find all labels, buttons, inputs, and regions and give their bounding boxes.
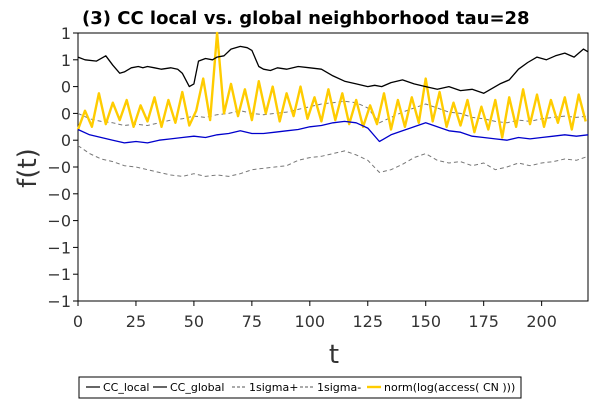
legend-label: CC_local [103, 381, 150, 394]
x-axis: 0 25 50 75 100 125 150 175 200 [73, 301, 557, 331]
x-tick-label: 0 [73, 312, 83, 331]
x-tick-label: 150 [410, 312, 441, 331]
x-axis-label: t [329, 340, 339, 370]
y-tick-label: 1 [61, 24, 71, 43]
y-tick-label: 0 [61, 104, 71, 123]
legend-label: CC_global [170, 381, 224, 394]
y-tick-label: −0 [47, 212, 71, 231]
y-tick-label: 0 [61, 131, 71, 150]
y-tick-label: −0 [47, 158, 71, 177]
y-tick-label: −1 [47, 238, 71, 257]
y-tick-label: −0 [47, 185, 71, 204]
legend: CC_local CC_global 1sigma+ 1sigma-norm(log(… [78, 376, 522, 399]
x-tick-label: 25 [126, 312, 146, 331]
series-line-1sigma [77, 145, 589, 177]
series-line-cc-local [77, 45, 589, 94]
y-tick-label: 1 [61, 51, 71, 70]
chart-title: (3) CC local vs. global neighborhood tau… [82, 8, 530, 29]
plot-area [77, 32, 589, 302]
series-line-cc-global [77, 120, 589, 144]
legend-label: norm(log(access( CN ))) [384, 381, 515, 394]
y-tick-label: 0 [61, 78, 71, 97]
x-tick-label: 75 [242, 312, 262, 331]
y-tick-label: −1 [47, 292, 71, 311]
x-tick-label: 100 [295, 312, 326, 331]
x-tick-label: 200 [526, 312, 557, 331]
y-tick-label: −1 [47, 265, 71, 284]
x-tick-label: 50 [184, 312, 204, 331]
y-axis: 1 1 0 0 0 −0 −0 −0 −1 −1 −1 [47, 24, 78, 311]
legend-label: 1sigma+ [249, 381, 298, 394]
series-line-norm-log-access-cn [76, 31, 587, 139]
legend-label: 1sigma- [317, 381, 361, 394]
x-tick-label: 175 [468, 312, 499, 331]
x-tick-label: 125 [352, 312, 383, 331]
y-axis-label: f(t) [13, 148, 43, 188]
series-lines [76, 31, 589, 177]
